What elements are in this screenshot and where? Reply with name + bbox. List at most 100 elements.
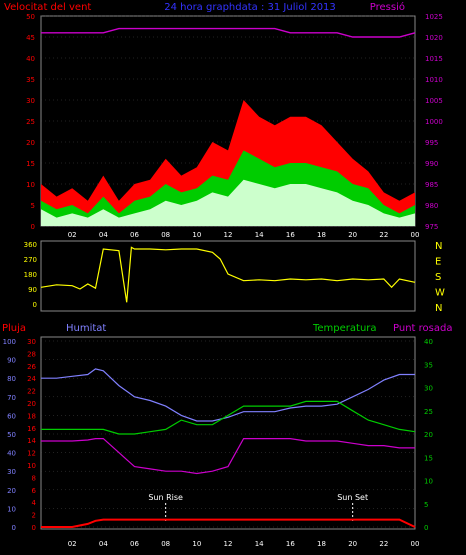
pressure-tick-label: 1015 xyxy=(425,55,443,63)
humidity-tick-label: 50 xyxy=(7,431,16,439)
hour-tick-label: 22 xyxy=(379,540,388,548)
hour-tick-label: 04 xyxy=(99,540,108,548)
compass-label: W xyxy=(435,288,445,299)
wind-speed-tick-label: 25 xyxy=(26,118,35,126)
direction-tick-label: 180 xyxy=(24,271,37,279)
wind-speed-tick-label: 50 xyxy=(26,13,35,21)
rain-tick-label: 28 xyxy=(27,350,36,358)
pressure-tick-label: 1020 xyxy=(425,34,443,42)
hour-tick-label: 06 xyxy=(130,231,139,239)
rain-tick-label: 10 xyxy=(27,462,36,470)
temperature-tick-label: 40 xyxy=(424,338,433,346)
hour-tick-label: 08 xyxy=(161,231,170,239)
humidity-tick-label: 90 xyxy=(7,357,16,365)
hour-tick-label: 14 xyxy=(255,231,264,239)
hour-tick-label: 20 xyxy=(348,540,357,548)
compass-label: S xyxy=(435,272,441,283)
rain-tick-label: 14 xyxy=(27,437,36,445)
pressure-tick-label: 1025 xyxy=(425,13,443,21)
rain-line xyxy=(41,518,416,528)
hour-tick-label: 10 xyxy=(192,231,201,239)
hour-tick-label: 22 xyxy=(379,231,388,239)
direction-tick-label: 360 xyxy=(24,241,37,249)
rain-axis-title: Pluja xyxy=(2,323,26,334)
pressure-tick-label: 1005 xyxy=(425,97,443,105)
hour-tick-label: 04 xyxy=(99,231,108,239)
rain-tick-label: 24 xyxy=(27,375,36,383)
temperature-tick-label: 5 xyxy=(424,501,428,509)
temperature-axis-title: Temperatura xyxy=(312,323,377,334)
rain-tick-label: 30 xyxy=(27,338,36,346)
temperature-tick-label: 25 xyxy=(424,408,433,416)
wind-direction-line xyxy=(40,246,416,303)
rain-tick-label: 26 xyxy=(27,363,36,371)
wind-speed-tick-label: 45 xyxy=(26,34,35,42)
temperature-tick-label: 35 xyxy=(424,361,433,369)
dewpoint-line xyxy=(41,438,415,475)
direction-tick-label: 90 xyxy=(28,286,37,294)
rain-tick-label: 4 xyxy=(32,499,37,507)
pressure-tick-label: 995 xyxy=(425,139,438,147)
humidity-tick-label: 30 xyxy=(7,468,16,476)
rain-tick-label: 0 xyxy=(32,524,36,532)
hour-tick-label: 00 xyxy=(411,231,420,239)
compass-label: E xyxy=(435,257,441,268)
pressure-tick-label: 980 xyxy=(425,202,438,210)
humidity-tick-label: 40 xyxy=(7,450,16,458)
temperature-tick-label: 30 xyxy=(424,385,433,393)
humidity-line xyxy=(41,368,415,422)
temperature-tick-label: 20 xyxy=(424,431,433,439)
pressure-tick-label: 990 xyxy=(425,160,438,168)
pressure-tick-label: 1010 xyxy=(425,76,443,84)
temperature-tick-label: 15 xyxy=(424,454,433,462)
hour-tick-label: 10 xyxy=(192,540,201,548)
hour-tick-label: 16 xyxy=(286,231,295,239)
hour-tick-label: 08 xyxy=(161,540,170,548)
pressure-line xyxy=(41,27,416,38)
temperature-line xyxy=(41,400,416,435)
humidity-tick-label: 70 xyxy=(7,394,16,402)
humidity-tick-label: 60 xyxy=(7,412,16,420)
weather-panel-frame xyxy=(40,336,416,530)
direction-tick-label: 270 xyxy=(24,256,37,264)
hour-tick-label: 18 xyxy=(317,540,326,548)
hour-tick-label: 02 xyxy=(68,540,77,548)
temperature-tick-label: 10 xyxy=(424,478,433,486)
pressure-tick-label: 1000 xyxy=(425,118,443,126)
wind-speed-tick-label: 20 xyxy=(26,139,35,147)
hour-tick-label: 06 xyxy=(130,540,139,548)
direction-panel-frame xyxy=(40,240,416,312)
humidity-tick-label: 10 xyxy=(7,505,16,513)
rain-tick-label: 20 xyxy=(27,400,36,408)
compass-label: N xyxy=(435,303,442,314)
hour-tick-label: 12 xyxy=(224,231,233,239)
humidity-axis-title: Humitat xyxy=(66,323,106,334)
humidity-tick-label: 100 xyxy=(3,338,16,346)
rain-tick-label: 22 xyxy=(27,388,36,396)
humidity-tick-label: 20 xyxy=(7,487,16,495)
hour-tick-label: 00 xyxy=(411,540,420,548)
hour-tick-label: 16 xyxy=(286,540,295,548)
wind-series-area-avg xyxy=(41,179,415,226)
pressure-title: Pressió xyxy=(370,1,405,13)
rain-tick-label: 18 xyxy=(27,412,36,420)
rain-tick-label: 2 xyxy=(32,512,36,520)
dewpoint-axis-title: Punt rosada xyxy=(393,323,452,334)
compass-label: N xyxy=(435,241,442,252)
wind-speed-tick-label: 15 xyxy=(26,160,35,168)
hour-tick-label: 18 xyxy=(317,231,326,239)
humidity-tick-label: 0 xyxy=(12,524,16,532)
humidity-tick-label: 80 xyxy=(7,375,16,383)
sun-marker-label: Sun Rise xyxy=(148,493,183,502)
wind-speed-tick-label: 10 xyxy=(26,181,35,189)
pressure-tick-label: 985 xyxy=(425,181,438,189)
graph-date-title: 24 hora graphdata : 31 Juliol 2013 xyxy=(164,2,336,13)
wind-speed-tick-label: 5 xyxy=(31,202,35,210)
sun-marker-label: Sun Set xyxy=(337,493,368,502)
wind-speed-tick-label: 30 xyxy=(26,97,35,105)
rain-tick-label: 16 xyxy=(27,425,36,433)
hour-tick-label: 02 xyxy=(68,231,77,239)
wind-speed-tick-label: 0 xyxy=(31,223,35,231)
rain-tick-label: 12 xyxy=(27,450,36,458)
